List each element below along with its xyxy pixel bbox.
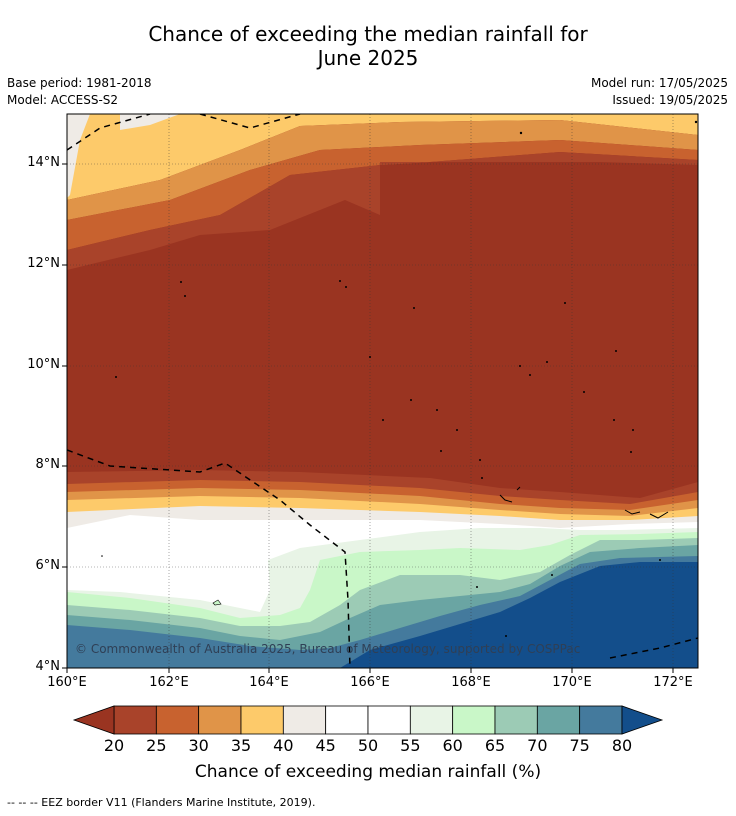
lon-label-160e: 160°E bbox=[47, 675, 87, 690]
atoll-outlines bbox=[499, 486, 669, 519]
model-run: Model run: 17/05/2025 bbox=[590, 76, 728, 90]
lat-label-6n: 6°N bbox=[35, 558, 61, 573]
colorbar-tick-label: 40 bbox=[273, 736, 294, 755]
lon-label-162e: 162°E bbox=[149, 675, 189, 690]
title-line-1: Chance of exceeding the median rainfall … bbox=[148, 22, 588, 46]
model-name: Model: ACCESS-S2 bbox=[7, 93, 119, 107]
patch-top-left bbox=[67, 114, 90, 198]
lon-label-168e: 168°E bbox=[451, 675, 491, 690]
gridlines bbox=[67, 114, 698, 668]
base-period: Base period: 1981-2018 bbox=[7, 76, 152, 90]
lon-label-170e: 170°E bbox=[552, 675, 592, 690]
colorbar-segment bbox=[367, 705, 411, 735]
colorbar-segment bbox=[452, 705, 496, 735]
colorbar-tick-label: 60 bbox=[442, 736, 463, 755]
colorbar-segment bbox=[240, 705, 284, 735]
colorbar-segment bbox=[325, 705, 369, 735]
colorbar bbox=[72, 705, 664, 735]
lon-label-166e: 166°E bbox=[350, 675, 390, 690]
colorbar-tick-label: 75 bbox=[569, 736, 590, 755]
colorbar-tick-label: 65 bbox=[484, 736, 506, 755]
map-title: Chance of exceeding the median rainfall … bbox=[0, 22, 736, 70]
colorbar-label: Chance of exceeding median rainfall (%) bbox=[194, 762, 542, 782]
map-frame bbox=[66, 113, 699, 669]
colorbar-tick-label: 45 bbox=[315, 736, 336, 755]
band-south-over bbox=[340, 562, 698, 668]
colorbar-segment bbox=[494, 705, 538, 735]
colorbar-tick-label: 80 bbox=[611, 736, 633, 755]
lat-label-8n: 8°N bbox=[35, 457, 61, 472]
lon-label-172e: 172°E bbox=[653, 675, 693, 690]
colorbar-tick-label: 25 bbox=[146, 736, 167, 755]
copyright-text: © Commonwealth of Australia 2025, Bureau… bbox=[75, 642, 580, 656]
reef-patch bbox=[212, 599, 222, 606]
title-line-2: June 2025 bbox=[317, 46, 419, 70]
patch-top-mid bbox=[120, 114, 180, 130]
colorbar-tick-label: 50 bbox=[357, 736, 379, 755]
lat-label-4n: 4°N bbox=[35, 659, 61, 674]
eez-footnote: -- -- -- EEZ border V11 (Flanders Marine… bbox=[7, 796, 316, 809]
colorbar-under-arrow bbox=[72, 705, 115, 735]
colorbar-tick-label: 55 bbox=[400, 736, 421, 755]
colorbar-tick-label: 20 bbox=[103, 736, 125, 755]
colorbar-tick-label: 35 bbox=[230, 736, 252, 755]
meta-right: Model run: 17/05/2025 Issued: 19/05/2025 bbox=[591, 75, 728, 109]
colorbar-tick-label: 70 bbox=[527, 736, 548, 755]
colorbar-segment bbox=[579, 705, 623, 735]
lat-label-10n: 10°N bbox=[27, 357, 60, 372]
issued-date: Issued: 19/05/2025 bbox=[612, 93, 728, 107]
colorbar-over-arrow bbox=[621, 705, 664, 735]
eez-borders bbox=[67, 114, 698, 668]
colorbar-segment bbox=[536, 705, 581, 735]
band-north-35 bbox=[67, 120, 698, 220]
colorbar-segment bbox=[282, 705, 327, 735]
colorbar-segment bbox=[198, 705, 242, 735]
meta-left: Base period: 1981-2018 Model: ACCESS-S2 bbox=[7, 75, 152, 109]
lon-label-164e: 164°E bbox=[249, 675, 289, 690]
colorbar-segment bbox=[155, 705, 200, 735]
colorbar-segment bbox=[113, 705, 157, 735]
rainfall-map: © Commonwealth of Australia 2025, Bureau… bbox=[62, 113, 699, 673]
lat-label-14n: 14°N bbox=[27, 155, 60, 170]
axis-ticks bbox=[62, 163, 674, 673]
band-north-40 bbox=[67, 114, 698, 200]
lat-label-12n: 12°N bbox=[27, 256, 60, 271]
colorbar-tick-label: 30 bbox=[188, 736, 209, 755]
islands bbox=[101, 120, 698, 637]
colorbar-segment bbox=[409, 705, 454, 735]
